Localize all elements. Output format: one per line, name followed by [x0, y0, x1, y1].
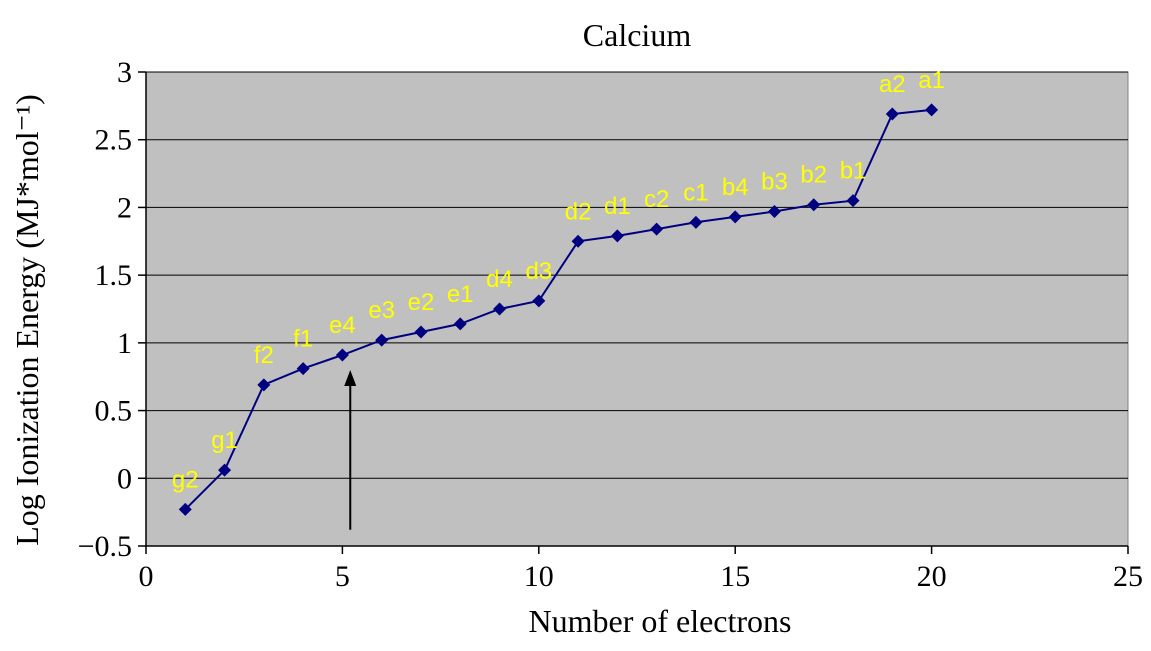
- data-point-label: b2: [800, 162, 827, 189]
- x-axis-label: Number of electrons: [528, 603, 791, 639]
- data-point-label: e3: [368, 297, 395, 324]
- data-point-marker: [453, 317, 467, 331]
- x-tick-label: 10: [524, 560, 554, 593]
- x-tick-label: 15: [720, 560, 750, 593]
- data-point-marker: [689, 215, 703, 229]
- data-point-marker: [296, 362, 310, 376]
- x-tick-label: 5: [335, 560, 350, 593]
- x-tick-label: 0: [139, 560, 154, 593]
- data-point-label: b4: [722, 174, 749, 201]
- data-point-label: a1: [918, 67, 945, 94]
- data-point-label: g1: [211, 427, 238, 454]
- data-point-marker: [257, 378, 271, 392]
- data-point-label: g2: [172, 466, 199, 493]
- data-point-marker: [335, 348, 349, 362]
- x-tick-label: 25: [1113, 560, 1143, 593]
- data-point-marker: [885, 107, 899, 121]
- annotation-arrow-head: [344, 369, 357, 386]
- y-axis-label: Log Ionization Energy (MJ*mol⁻¹): [9, 94, 45, 546]
- data-point-label: d1: [604, 193, 631, 220]
- x-tick-label: 20: [917, 560, 947, 593]
- data-point-marker: [925, 103, 939, 117]
- data-point-marker: [650, 222, 664, 236]
- data-point-marker: [807, 198, 821, 212]
- data-point-marker: [532, 294, 546, 308]
- chart-title: Calcium: [583, 17, 692, 53]
- data-point-marker: [846, 194, 860, 208]
- data-point-label: b1: [840, 158, 867, 185]
- data-point-label: e4: [329, 312, 356, 339]
- data-point-marker: [375, 333, 389, 347]
- data-point-marker: [571, 234, 585, 248]
- data-point-marker: [493, 302, 507, 316]
- y-tick-label: 0: [117, 462, 132, 495]
- data-point-label: d4: [486, 266, 513, 293]
- data-point-label: b3: [761, 168, 788, 195]
- data-point-label: a2: [879, 71, 906, 98]
- data-point-marker: [610, 229, 624, 243]
- y-tick-label: 1: [117, 327, 132, 360]
- series-line: [184, 108, 932, 511]
- data-point-marker: [414, 325, 428, 339]
- data-point-marker: [728, 210, 742, 224]
- data-point-label: c1: [683, 179, 708, 206]
- plot-background: [145, 71, 1129, 547]
- data-point-marker: [767, 204, 781, 218]
- y-tick-label: 0.5: [95, 395, 133, 428]
- data-point-label: c2: [644, 186, 669, 213]
- data-point-label: e1: [447, 281, 474, 308]
- data-point-label: f2: [254, 342, 274, 369]
- data-point-label: f1: [293, 326, 313, 353]
- data-point-label: d3: [525, 258, 552, 285]
- y-tick-label: 3: [117, 56, 132, 89]
- y-tick-label: −0.5: [78, 530, 132, 563]
- data-point-marker: [178, 502, 192, 516]
- y-tick-label: 2.5: [95, 124, 133, 157]
- y-tick-label: 1.5: [95, 259, 133, 292]
- data-point-label: e2: [408, 289, 435, 316]
- data-point-marker: [218, 463, 232, 477]
- y-tick-label: 2: [117, 191, 132, 224]
- data-point-label: d2: [565, 198, 592, 225]
